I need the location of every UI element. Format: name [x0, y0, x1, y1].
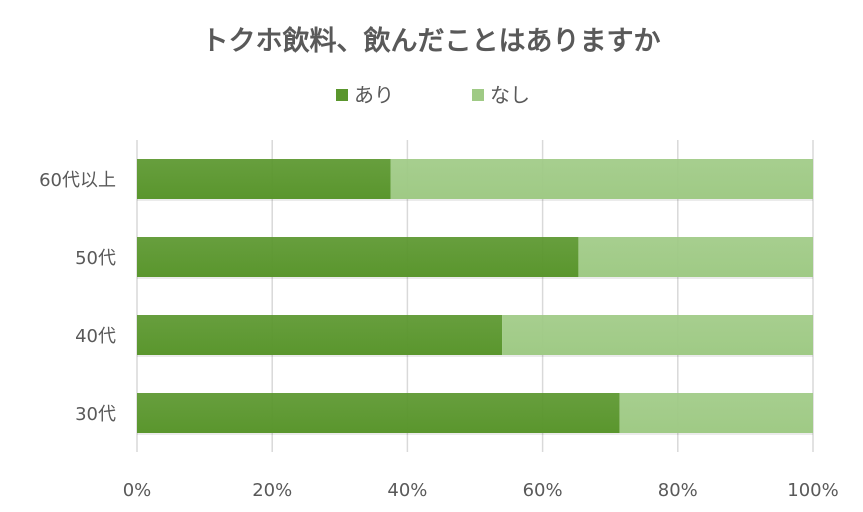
x-tick-label: 0%: [123, 480, 152, 501]
bar-shadow: [137, 277, 813, 279]
bar-shadow: [137, 199, 813, 201]
legend-label: なし: [490, 83, 530, 107]
bar-segment: [619, 393, 813, 433]
x-tick-labels: 0% 20% 40% 60% 80% 100%: [123, 480, 839, 501]
bar-segment: [137, 315, 503, 355]
bars: [137, 159, 813, 435]
x-tick-label: 100%: [787, 480, 838, 501]
x-tick-label: 60%: [523, 480, 563, 501]
bar-segment: [137, 237, 579, 277]
bar-shadow: [137, 433, 813, 435]
legend-swatch: [472, 89, 484, 101]
bar-segment: [502, 315, 813, 355]
category-label: 50代: [75, 248, 116, 269]
bar-segment: [137, 393, 620, 433]
bar-segment: [137, 159, 391, 199]
x-tick-label: 40%: [387, 480, 427, 501]
bar-segment: [390, 159, 813, 199]
category-label: 30代: [75, 404, 116, 425]
chart-title: トクホ飲料、飲んだことはありますか: [202, 25, 661, 57]
bar-shadow: [137, 355, 813, 357]
category-labels: 60代以上 50代 40代 30代: [39, 170, 116, 425]
x-tick-label: 20%: [252, 480, 292, 501]
x-tick-label: 80%: [658, 480, 698, 501]
legend-swatch: [336, 89, 348, 101]
legend: あり なし: [336, 83, 530, 107]
category-label: 40代: [75, 326, 116, 347]
category-label: 60代以上: [39, 170, 116, 191]
legend-label: あり: [354, 83, 394, 107]
bar-segment: [578, 237, 813, 277]
